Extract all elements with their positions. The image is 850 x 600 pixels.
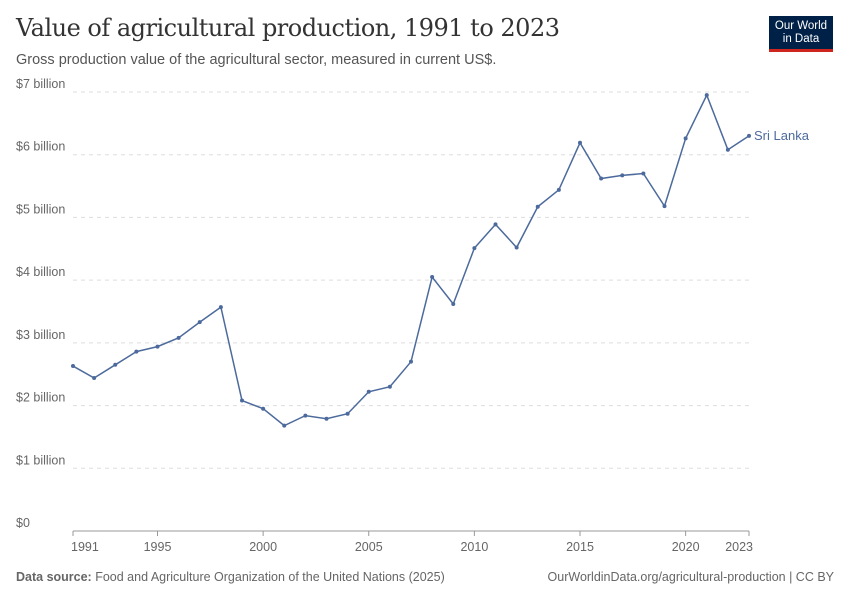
data-point: [451, 301, 456, 306]
data-point: [683, 136, 688, 141]
y-tick-label: $3 billion: [16, 328, 65, 342]
y-tick-label: $2 billion: [16, 391, 65, 405]
data-point: [261, 406, 266, 411]
data-point: [599, 176, 604, 181]
x-tick-label: 2005: [355, 540, 383, 554]
data-point: [113, 362, 118, 367]
x-tick-label: 2023: [725, 540, 753, 554]
data-point: [345, 411, 350, 416]
data-point: [197, 320, 202, 325]
series-label: Sri Lanka: [754, 128, 810, 143]
data-point: [409, 359, 413, 364]
y-tick-label: $0: [16, 516, 30, 530]
data-point: [176, 335, 181, 340]
series-line: [72, 93, 750, 427]
data-point: [430, 275, 435, 280]
data-point: [92, 375, 97, 380]
x-tick-label: 2015: [566, 540, 594, 554]
data-point: [387, 384, 392, 389]
data-point: [472, 246, 477, 251]
y-tick-label: $5 billion: [16, 202, 65, 216]
data-point: [134, 349, 139, 354]
data-point: [556, 187, 561, 192]
source-text: Food and Agriculture Organization of the…: [95, 570, 445, 584]
line-chart: $0 $1 billion $2 billion $3 billion $4 billi…: [16, 77, 810, 554]
data-point: [662, 204, 667, 209]
data-point: [218, 305, 223, 310]
y-tick-label: $4 billion: [16, 265, 65, 279]
data-point: [240, 398, 244, 403]
chart-title: Value of agricultural production, 1991 t…: [16, 14, 560, 42]
x-tick-label: 2000: [249, 540, 277, 554]
data-point: [704, 93, 709, 98]
data-point: [514, 245, 519, 250]
x-tick-label: 2020: [672, 540, 700, 554]
owid-logo[interactable]: Our World in Data: [769, 16, 833, 52]
x-tick-label: 2010: [460, 540, 488, 554]
data-point: [725, 147, 730, 152]
data-source: Data source: Food and Agriculture Organi…: [16, 570, 445, 584]
data-point: [641, 171, 646, 176]
y-tick-label: $1 billion: [16, 453, 65, 467]
data-point: [366, 389, 371, 394]
x-tick-label: 1995: [144, 540, 172, 554]
data-point: [282, 423, 287, 428]
source-label: Data source:: [16, 570, 92, 584]
y-tick-label: $6 billion: [16, 140, 65, 154]
data-point: [155, 344, 160, 349]
data-point: [620, 173, 625, 178]
data-point: [303, 413, 308, 418]
data-point: [493, 222, 498, 227]
data-point: [71, 364, 75, 369]
x-tick-label: 1991: [71, 540, 99, 554]
chart-subtitle: Gross production value of the agricultur…: [16, 52, 497, 68]
data-point: [324, 416, 329, 421]
data-point: [535, 204, 540, 209]
y-tick-label: $7 billion: [16, 77, 65, 91]
data-point: [578, 140, 582, 145]
source-link[interactable]: OurWorldinData.org/agricultural-producti…: [547, 570, 834, 584]
data-point: [747, 133, 751, 138]
